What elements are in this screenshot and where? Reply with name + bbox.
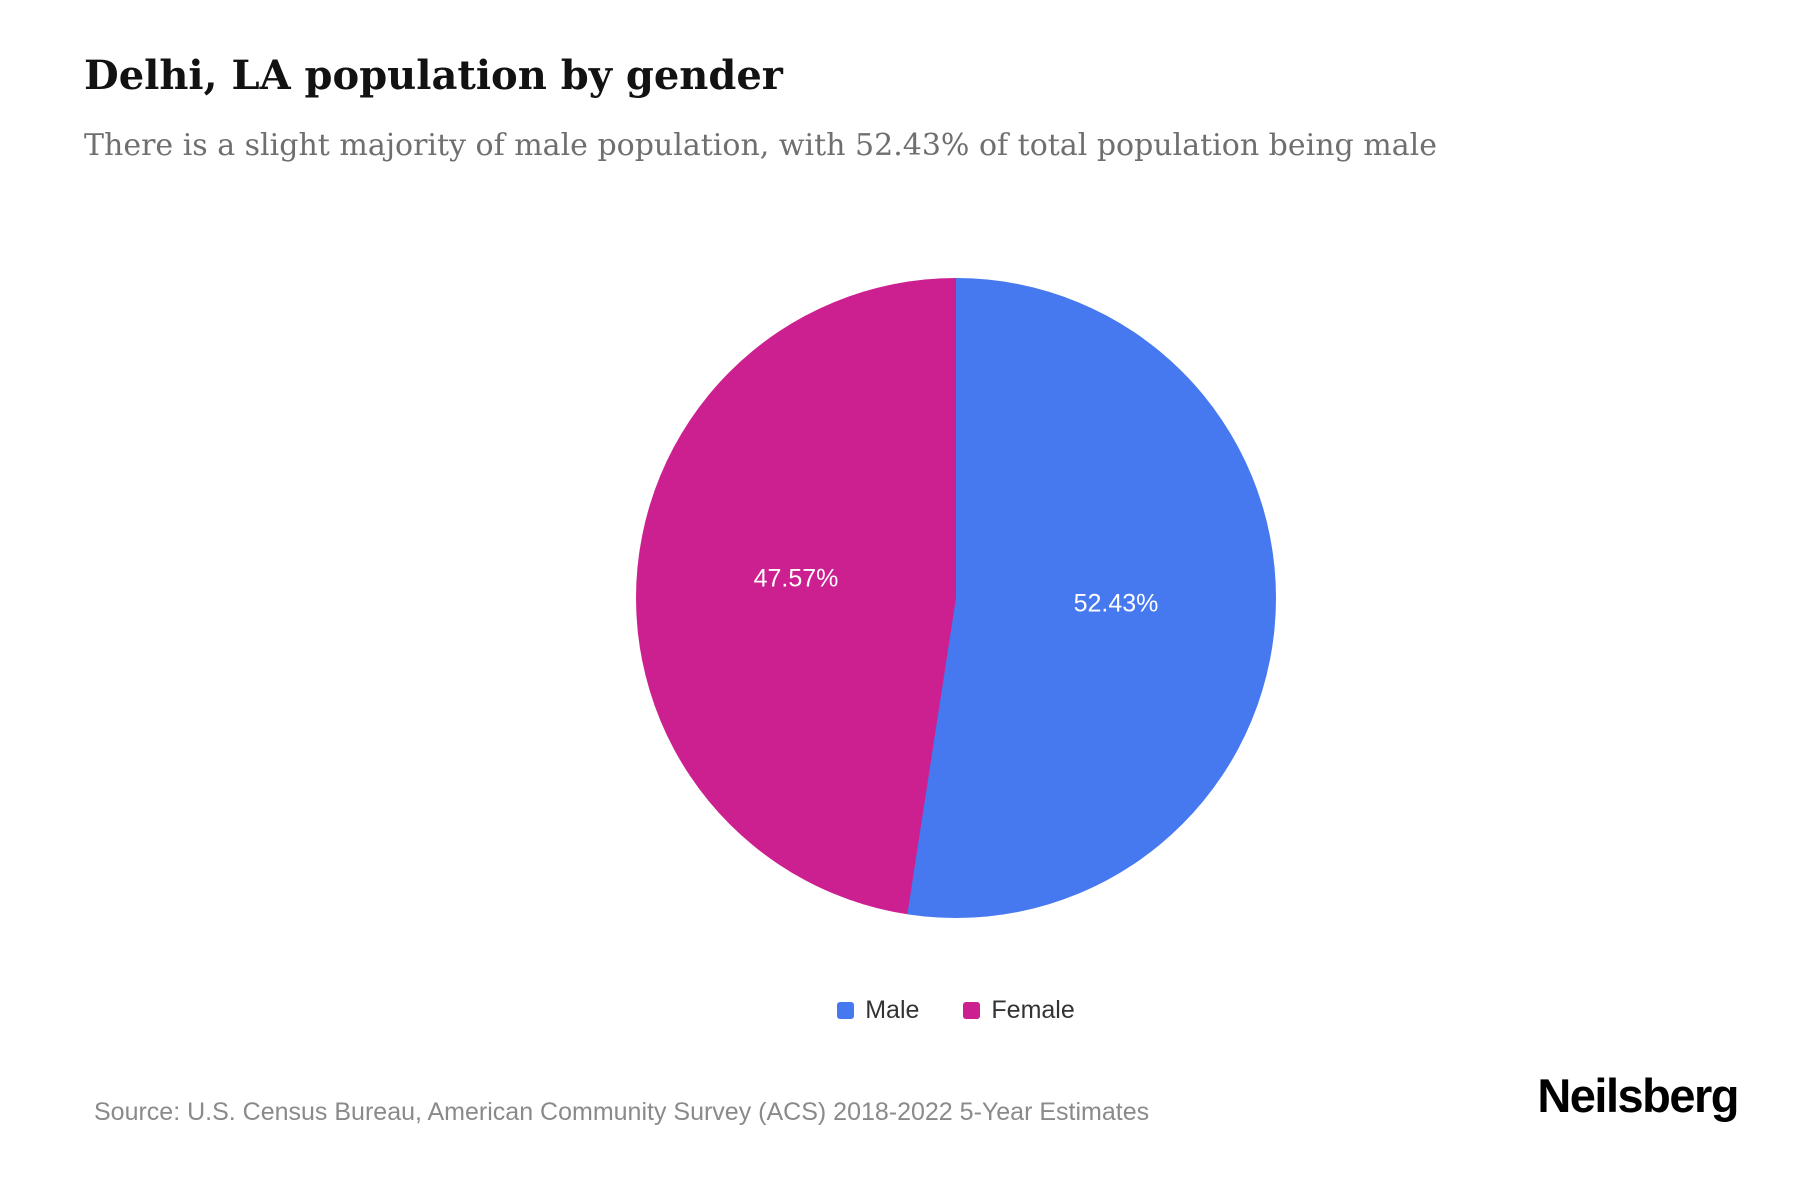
- pie: [636, 278, 1276, 918]
- legend-swatch: [837, 1002, 855, 1019]
- legend-item-male: Male: [837, 996, 919, 1025]
- legend-item-female: Female: [963, 996, 1075, 1025]
- pie-chart: 52.43% 47.57%: [636, 278, 1276, 918]
- legend-swatch: [963, 1002, 981, 1019]
- neilsberg-logo: Neilsberg: [1537, 1069, 1739, 1122]
- chart-title: Delhi, LA population by gender: [84, 52, 783, 99]
- legend-label: Male: [865, 996, 920, 1024]
- chart-subtitle: There is a slight majority of male popul…: [84, 128, 1437, 163]
- slice-label-female: 47.57%: [753, 564, 839, 593]
- legend: Male Female: [112, 996, 1800, 1025]
- source-attribution: Source: U.S. Census Bureau, American Com…: [94, 1098, 1150, 1126]
- legend-label: Female: [991, 996, 1075, 1024]
- slice-label-male: 52.43%: [1073, 589, 1159, 618]
